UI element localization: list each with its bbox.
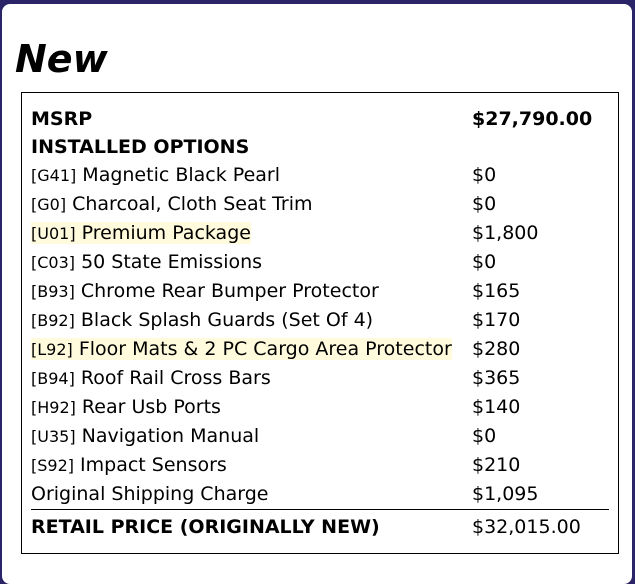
option-label: [G41] Magnetic Black Pearl <box>31 161 463 190</box>
total-row: RETAIL PRICE (ORIGINALLY NEW) $32,015.00 <box>31 513 609 541</box>
option-price: $170 <box>472 309 521 331</box>
option-price: $0 <box>472 193 497 215</box>
option-row: [U35] Navigation Manual $0 <box>31 422 609 451</box>
option-code: [S92] <box>31 456 74 475</box>
option-label: [H92] Rear Usb Ports <box>31 393 463 422</box>
option-name: Navigation Manual <box>81 425 260 447</box>
option-price: $0 <box>472 251 497 273</box>
msrp-value: $27,790.00 <box>472 108 593 130</box>
option-row: [S92] Impact Sensors $210 <box>31 451 609 480</box>
option-label: [B92] Black Splash Guards (Set Of 4) <box>31 306 463 335</box>
option-code: [H92] <box>31 398 76 417</box>
option-label: [G0] Charcoal, Cloth Seat Trim <box>31 190 463 219</box>
option-text: [H92] Rear Usb Ports <box>31 396 221 418</box>
options-heading-label: INSTALLED OPTIONS <box>31 136 250 158</box>
option-name: Charcoal, Cloth Seat Trim <box>72 193 313 215</box>
option-text: [G41] Magnetic Black Pearl <box>31 164 280 186</box>
option-row: [G0] Charcoal, Cloth Seat Trim $0 <box>31 190 609 219</box>
option-text: [B93] Chrome Rear Bumper Protector <box>31 280 379 302</box>
option-code: [U35] <box>31 427 76 446</box>
total-value: $32,015.00 <box>472 516 581 538</box>
option-name: Floor Mats & 2 PC Cargo Area Protector <box>78 338 452 360</box>
options-heading-spacer <box>472 133 609 161</box>
price-table: MSRP $27,790.00 INSTALLED OPTIONS [G41] … <box>21 92 619 554</box>
total-label: RETAIL PRICE (ORIGINALLY NEW) <box>31 516 380 538</box>
option-row: [L92] Floor Mats & 2 PC Cargo Area Prote… <box>31 335 609 364</box>
option-name: Black Splash Guards (Set Of 4) <box>80 309 374 331</box>
option-label: [C03] 50 State Emissions <box>31 248 463 277</box>
option-row: [B93] Chrome Rear Bumper Protector $165 <box>31 277 609 306</box>
option-name: Roof Rail Cross Bars <box>80 367 271 389</box>
option-code: [U01] <box>31 224 76 243</box>
option-name: Premium Package <box>81 222 251 244</box>
option-code: [B93] <box>31 282 75 301</box>
msrp-row: MSRP $27,790.00 <box>31 105 609 133</box>
shipping-row: Original Shipping Charge $1,095 <box>31 480 609 508</box>
msrp-label: MSRP <box>31 108 93 130</box>
options-list: [G41] Magnetic Black Pearl $0 [G0] Charcoa… <box>31 161 609 480</box>
option-name: Impact Sensors <box>80 454 227 476</box>
option-label: [B93] Chrome Rear Bumper Protector <box>31 277 463 306</box>
option-price: $165 <box>472 280 521 302</box>
option-code: [B92] <box>31 311 75 330</box>
option-row: [G41] Magnetic Black Pearl $0 <box>31 161 609 190</box>
option-name: Magnetic Black Pearl <box>82 164 280 186</box>
option-text: [B94] Roof Rail Cross Bars <box>31 367 271 389</box>
option-row: [B92] Black Splash Guards (Set Of 4) $170 <box>31 306 609 335</box>
option-row: [B94] Roof Rail Cross Bars $365 <box>31 364 609 393</box>
option-label: [U35] Navigation Manual <box>31 422 463 451</box>
option-text: [G0] Charcoal, Cloth Seat Trim <box>31 193 313 215</box>
page-title: New <box>15 37 108 81</box>
option-price: $0 <box>472 164 497 186</box>
option-price: $280 <box>472 338 521 360</box>
option-row: [C03] 50 State Emissions $0 <box>31 248 609 277</box>
option-text: [L92] Floor Mats & 2 PC Cargo Area Prote… <box>31 338 452 360</box>
option-text: [U01] Premium Package <box>31 222 251 244</box>
window-sticker-card: New MSRP $27,790.00 INSTALLED OPTIONS [G… <box>2 4 632 584</box>
option-price: $0 <box>472 425 497 447</box>
option-text: [U35] Navigation Manual <box>31 425 259 447</box>
options-heading: INSTALLED OPTIONS <box>31 133 609 161</box>
option-code: [C03] <box>31 253 76 272</box>
option-code: [L92] <box>31 340 73 359</box>
option-price: $1,800 <box>472 222 539 244</box>
total-divider <box>31 509 609 510</box>
option-name: Chrome Rear Bumper Protector <box>80 280 379 302</box>
option-row: [H92] Rear Usb Ports $140 <box>31 393 609 422</box>
option-row: [U01] Premium Package $1,800 <box>31 219 609 248</box>
shipping-value: $1,095 <box>472 483 539 505</box>
option-label: [S92] Impact Sensors <box>31 451 463 480</box>
option-name: 50 State Emissions <box>81 251 263 273</box>
option-name: Rear Usb Ports <box>81 396 221 418</box>
option-text: [C03] 50 State Emissions <box>31 251 262 273</box>
option-label: [B94] Roof Rail Cross Bars <box>31 364 463 393</box>
option-price: $365 <box>472 367 521 389</box>
option-text: [S92] Impact Sensors <box>31 454 227 476</box>
option-label: [U01] Premium Package <box>31 219 463 248</box>
option-code: [B94] <box>31 369 75 388</box>
shipping-label: Original Shipping Charge <box>31 483 269 505</box>
option-text: [B92] Black Splash Guards (Set Of 4) <box>31 309 373 331</box>
option-code: [G41] <box>31 166 77 185</box>
option-label: [L92] Floor Mats & 2 PC Cargo Area Prote… <box>31 335 463 364</box>
option-price: $140 <box>472 396 521 418</box>
option-price: $210 <box>472 454 521 476</box>
option-code: [G0] <box>31 195 67 214</box>
